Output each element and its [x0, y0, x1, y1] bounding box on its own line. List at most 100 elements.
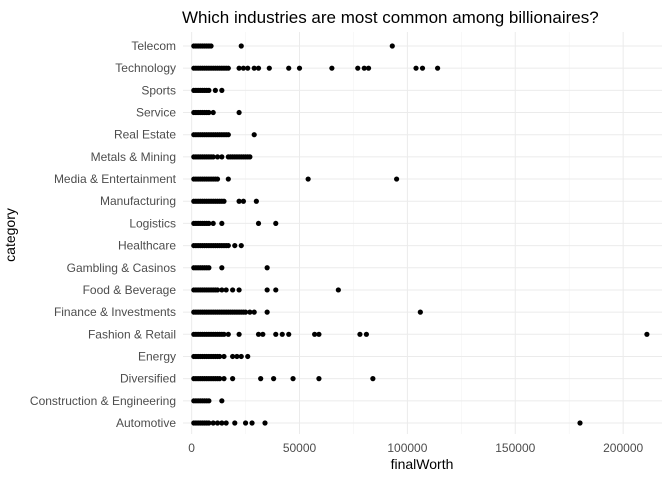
data-point	[644, 331, 650, 337]
data-point	[221, 353, 227, 360]
data-point	[355, 65, 361, 71]
data-point	[329, 65, 335, 71]
data-point	[225, 331, 231, 337]
data-point	[208, 43, 214, 49]
data-points	[191, 43, 650, 426]
data-point	[219, 420, 225, 426]
data-point	[238, 353, 244, 360]
data-point	[253, 198, 259, 204]
data-point	[236, 109, 242, 116]
data-point	[230, 287, 236, 293]
data-point	[255, 220, 262, 227]
data-point	[236, 331, 242, 337]
plot-grid	[183, 32, 662, 434]
data-point	[232, 420, 238, 426]
data-point	[279, 331, 285, 337]
data-point	[210, 109, 216, 116]
data-point	[273, 220, 279, 227]
data-point	[247, 154, 253, 160]
data-point	[240, 198, 247, 204]
y-tick-label: Technology	[115, 61, 176, 75]
data-point	[234, 353, 240, 360]
data-point	[361, 65, 367, 71]
data-point	[219, 220, 225, 227]
data-point	[230, 376, 236, 382]
data-point	[206, 109, 212, 116]
y-axis-label: category	[2, 208, 18, 262]
data-point	[245, 65, 251, 71]
x-tick-label: 50000	[283, 441, 317, 455]
chart-title: Which industries are most common among b…	[182, 8, 599, 27]
data-point	[232, 242, 238, 249]
data-point	[212, 87, 218, 93]
y-tick-label: Media & Entertainment	[54, 172, 177, 186]
y-tick-label: Metals & Mining	[91, 150, 176, 164]
data-point	[245, 353, 251, 360]
data-point	[363, 331, 370, 337]
x-tick-label: 0	[188, 441, 195, 455]
data-point	[230, 353, 236, 360]
data-point	[394, 176, 400, 182]
data-point	[214, 287, 221, 293]
data-point	[335, 287, 341, 293]
data-point	[255, 331, 262, 337]
data-point	[413, 65, 419, 71]
data-point	[290, 376, 296, 382]
x-tick-label: 200000	[603, 441, 643, 455]
y-tick-label: Automotive	[116, 416, 176, 430]
x-axis-ticks: 0 50000 100000 150000 200000	[188, 441, 643, 455]
data-point	[312, 331, 318, 337]
data-point	[260, 331, 266, 337]
data-point	[255, 65, 262, 71]
y-tick-label: Sports	[141, 83, 176, 97]
data-point	[206, 398, 212, 404]
data-point	[262, 420, 268, 426]
data-point	[247, 309, 253, 315]
data-point	[258, 376, 264, 382]
data-point	[214, 176, 221, 182]
data-point	[264, 265, 270, 271]
data-point	[242, 309, 249, 315]
data-point	[370, 376, 376, 382]
data-point	[316, 376, 322, 382]
data-point	[223, 420, 229, 426]
y-tick-label: Energy	[138, 349, 176, 363]
data-point	[206, 265, 212, 271]
data-point	[577, 420, 583, 426]
data-point	[240, 65, 247, 71]
y-axis-ticks: Automotive Construction & Engineering Dive…	[30, 39, 177, 430]
y-tick-label: Real Estate	[114, 128, 176, 142]
y-tick-label: Manufacturing	[100, 194, 176, 208]
data-point	[219, 287, 225, 293]
data-point	[251, 309, 257, 315]
y-tick-label: Logistics	[129, 216, 176, 230]
data-point	[305, 176, 311, 182]
data-point	[219, 265, 225, 271]
data-point	[286, 65, 292, 71]
data-point	[225, 65, 231, 71]
data-point	[296, 65, 303, 71]
data-point	[210, 220, 216, 227]
y-tick-label: Food & Beverage	[83, 283, 177, 297]
data-point	[236, 287, 242, 293]
data-point	[206, 87, 212, 93]
data-point	[225, 242, 231, 249]
y-tick-label: Service	[136, 106, 176, 120]
data-point	[417, 309, 423, 315]
data-point	[435, 65, 441, 71]
data-point	[286, 331, 292, 337]
data-point	[217, 353, 223, 360]
data-point	[316, 331, 322, 337]
data-point	[219, 87, 225, 93]
data-point	[251, 65, 257, 71]
data-point	[219, 154, 225, 160]
y-tick-label: Construction & Engineering	[30, 394, 176, 408]
x-tick-label: 150000	[495, 441, 535, 455]
data-point	[236, 65, 242, 71]
data-point	[357, 331, 363, 337]
data-point	[206, 420, 212, 426]
x-tick-label: 100000	[387, 441, 427, 455]
data-point	[223, 287, 229, 293]
data-point	[217, 376, 223, 382]
data-point	[221, 198, 227, 204]
